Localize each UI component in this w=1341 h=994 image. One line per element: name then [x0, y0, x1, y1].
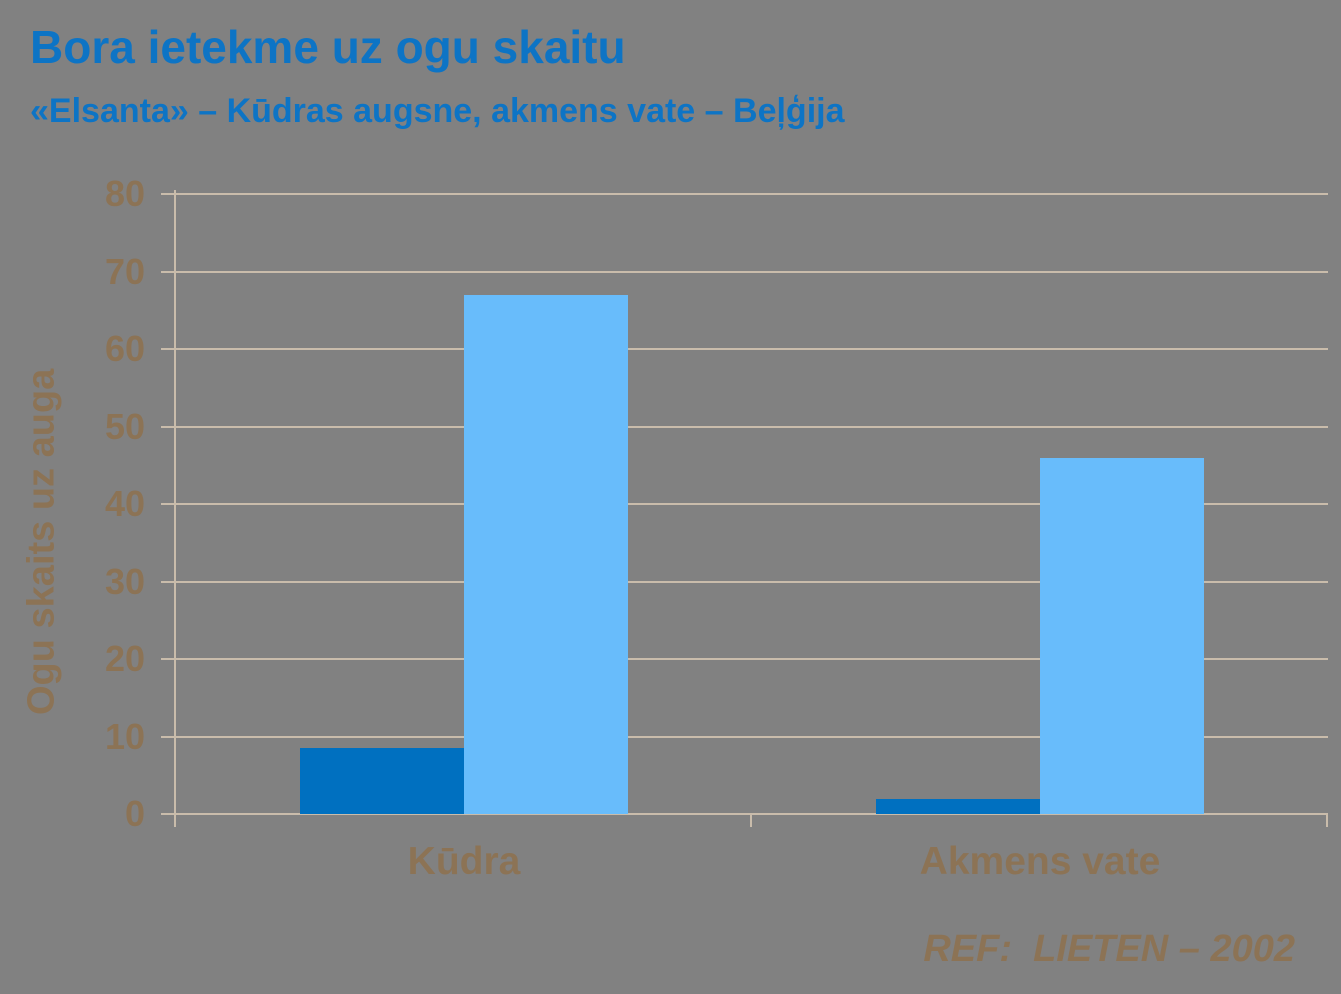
y-tick-mark-60 [161, 348, 176, 350]
y-tick-label-30: 30 [104, 560, 145, 602]
y-tick-label-80: 80 [104, 173, 145, 214]
y-tick-label-10: 10 [104, 715, 145, 757]
x-tick-mark-2 [1326, 814, 1328, 827]
bar-light-k-dra [464, 294, 628, 814]
y-tick-label-0: 0 [124, 793, 145, 834]
y-tick-label-40: 40 [104, 483, 145, 524]
category-label-k-dra: Kūdra [407, 840, 521, 883]
chart-title: Bora ietekme uz ogu skaitu [30, 21, 626, 73]
gridline-70 [176, 270, 1328, 273]
gridline-40 [176, 503, 1328, 505]
y-tick-mark-50 [161, 425, 176, 428]
gridline-30 [176, 580, 1328, 583]
x-tick-mark-0 [174, 814, 176, 827]
bar-dark-akmens-vate [876, 798, 1040, 814]
gridline-60 [176, 348, 1328, 350]
x-axis-line [176, 813, 1328, 815]
y-tick-label-60: 60 [104, 328, 145, 369]
y-tick-mark-0 [161, 813, 176, 815]
y-tick-mark-40 [161, 503, 176, 505]
reference-text: REF: LIETEN – 2002 [923, 928, 1295, 970]
bar-dark-k-dra [300, 748, 464, 814]
y-tick-label-20: 20 [104, 638, 145, 679]
y-tick-mark-80 [161, 193, 176, 195]
y-tick-mark-20 [161, 658, 176, 660]
chart-subtitle: «Elsanta» – Kūdras augsne, akmens vate –… [30, 92, 845, 130]
gridline-80 [176, 193, 1328, 195]
gridline-10 [176, 735, 1328, 738]
y-tick-label-70: 70 [104, 250, 145, 292]
gridline-20 [176, 658, 1328, 660]
y-tick-mark-30 [161, 580, 176, 583]
bar-light-akmens-vate [1040, 457, 1204, 814]
category-label-akmens-vate: Akmens vate [919, 840, 1161, 883]
x-tick-mark-1 [750, 814, 752, 827]
y-axis-line [174, 190, 176, 827]
y-tick-label-50: 50 [104, 405, 145, 447]
y-tick-mark-10 [161, 735, 176, 738]
y-tick-mark-70 [161, 270, 176, 273]
gridline-50 [176, 425, 1328, 428]
